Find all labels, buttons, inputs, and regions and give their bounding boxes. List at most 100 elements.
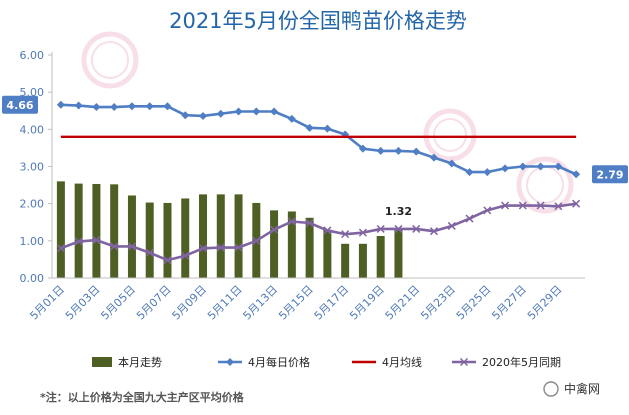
point-april-daily — [501, 164, 510, 173]
x-tick-label: 5月27日 — [489, 283, 529, 323]
point-april-daily — [287, 114, 296, 123]
point-2020-may — [163, 256, 172, 265]
point-april-daily — [447, 159, 456, 168]
bar-this-month — [199, 194, 208, 278]
point-april-daily — [376, 146, 385, 155]
point-april-daily — [305, 123, 314, 132]
point-2020-may — [305, 218, 314, 228]
watermark-logo — [81, 31, 574, 214]
point-2020-may-stroke — [376, 224, 385, 233]
y-tick-label: 0.00 — [20, 272, 45, 285]
point-2020-may-stroke — [56, 244, 65, 253]
point-2020-may — [465, 214, 474, 223]
point-april-daily — [127, 102, 136, 111]
bar-this-month — [92, 183, 101, 278]
point-2020-may-stroke — [74, 237, 83, 246]
point-2020-may-stroke — [198, 244, 208, 253]
point-2020-may-stroke — [572, 199, 581, 208]
point-2020-may-stroke — [412, 224, 421, 233]
point-april-daily — [429, 153, 438, 162]
bar-this-month — [358, 243, 367, 278]
chart-title: 2021年5月份全国鸭苗价格走势 — [169, 9, 467, 33]
legend-label: 4月均线 — [382, 355, 422, 369]
point-april-daily — [394, 146, 403, 155]
bar-this-month — [110, 184, 119, 278]
y-tick-label: 3.00 — [20, 161, 45, 174]
x-tick-label: 5月19日 — [347, 283, 387, 323]
point-2020-may-stroke — [252, 236, 261, 245]
y-tick-label: 6.00 — [20, 49, 45, 62]
footnote: *注：以上价格为全国九大主产区平均价格 — [40, 390, 245, 404]
last-bar-label: 1.32 — [385, 205, 412, 218]
point-2020-may — [323, 226, 332, 235]
point-2020-may — [56, 244, 65, 253]
plot-area: 4.66 2.79 1.32 — [2, 95, 628, 278]
legend: 本月走势 4月每日价格 4月均线 2020年5月同期 — [92, 355, 561, 369]
point-2020-may — [287, 217, 296, 226]
point-2020-may-stroke — [501, 201, 510, 210]
point-2020-may — [447, 221, 456, 230]
point-2020-may — [501, 201, 510, 210]
legend-label: 4月每日价格 — [248, 355, 310, 369]
legend-marker-diamond — [226, 358, 234, 366]
x-tick-label: 5月11日 — [205, 283, 245, 323]
point-april-daily — [465, 168, 474, 177]
bar-this-month — [181, 198, 190, 278]
point-2020-may-stroke — [429, 227, 439, 236]
point-april-daily — [483, 168, 492, 177]
y-tick-label: 1.00 — [20, 235, 45, 248]
point-2020-may — [92, 236, 101, 245]
bar-this-month — [216, 194, 225, 278]
point-2020-may — [536, 201, 545, 210]
x-tick-label: 5月07日 — [134, 283, 174, 323]
point-2020-may — [429, 227, 439, 236]
y-axis: 0.001.002.003.004.005.006.00 — [20, 49, 53, 285]
bar-this-month — [270, 210, 279, 278]
point-2020-may-stroke — [181, 251, 190, 260]
x-tick-label: 5月15日 — [276, 283, 316, 323]
x-tick-label: 5月25日 — [454, 283, 494, 323]
point-april-daily — [110, 103, 119, 112]
bar-this-month — [341, 243, 350, 278]
point-2020-may-stroke — [216, 243, 225, 252]
point-april-daily — [518, 162, 527, 171]
point-april-daily — [216, 109, 225, 118]
last-value-label: 2.79 — [596, 168, 623, 181]
point-april-daily — [163, 102, 172, 111]
point-2020-may-stroke — [163, 256, 172, 265]
point-april-daily — [323, 124, 332, 133]
point-2020-may — [74, 237, 83, 246]
point-2020-may — [234, 243, 243, 252]
point-2020-may-stroke — [305, 218, 314, 228]
point-2020-may — [412, 224, 421, 233]
brand-name: 中禽网 — [564, 381, 600, 396]
point-2020-may-stroke — [554, 202, 563, 211]
point-april-daily — [554, 162, 563, 171]
y-tick-label: 2.00 — [20, 198, 45, 211]
bar-this-month — [56, 181, 65, 278]
bar-this-month — [145, 202, 154, 278]
point-2020-may — [252, 236, 261, 245]
x-tick-label: 5月21日 — [383, 283, 423, 323]
legend-item: 4月均线 — [352, 355, 422, 369]
x-tick-label: 5月29日 — [525, 283, 565, 323]
point-2020-may — [394, 224, 403, 233]
point-2020-may-stroke — [465, 214, 474, 223]
point-april-daily — [56, 100, 65, 109]
point-2020-may — [341, 230, 350, 239]
point-2020-may-stroke — [483, 206, 492, 215]
point-2020-may — [270, 225, 279, 234]
point-april-daily — [270, 107, 279, 116]
point-april-daily — [234, 107, 243, 116]
point-2020-may — [127, 242, 136, 251]
legend-label: 2020年5月同期 — [482, 355, 561, 369]
point-2020-may — [181, 251, 190, 260]
point-2020-may-stroke — [518, 201, 527, 210]
point-2020-may-stroke — [287, 217, 296, 226]
point-april-daily — [412, 147, 421, 156]
point-2020-may — [358, 228, 367, 237]
point-2020-may-stroke — [145, 248, 154, 257]
x-tick-label: 5月05日 — [98, 283, 138, 323]
bar-this-month — [287, 211, 296, 278]
